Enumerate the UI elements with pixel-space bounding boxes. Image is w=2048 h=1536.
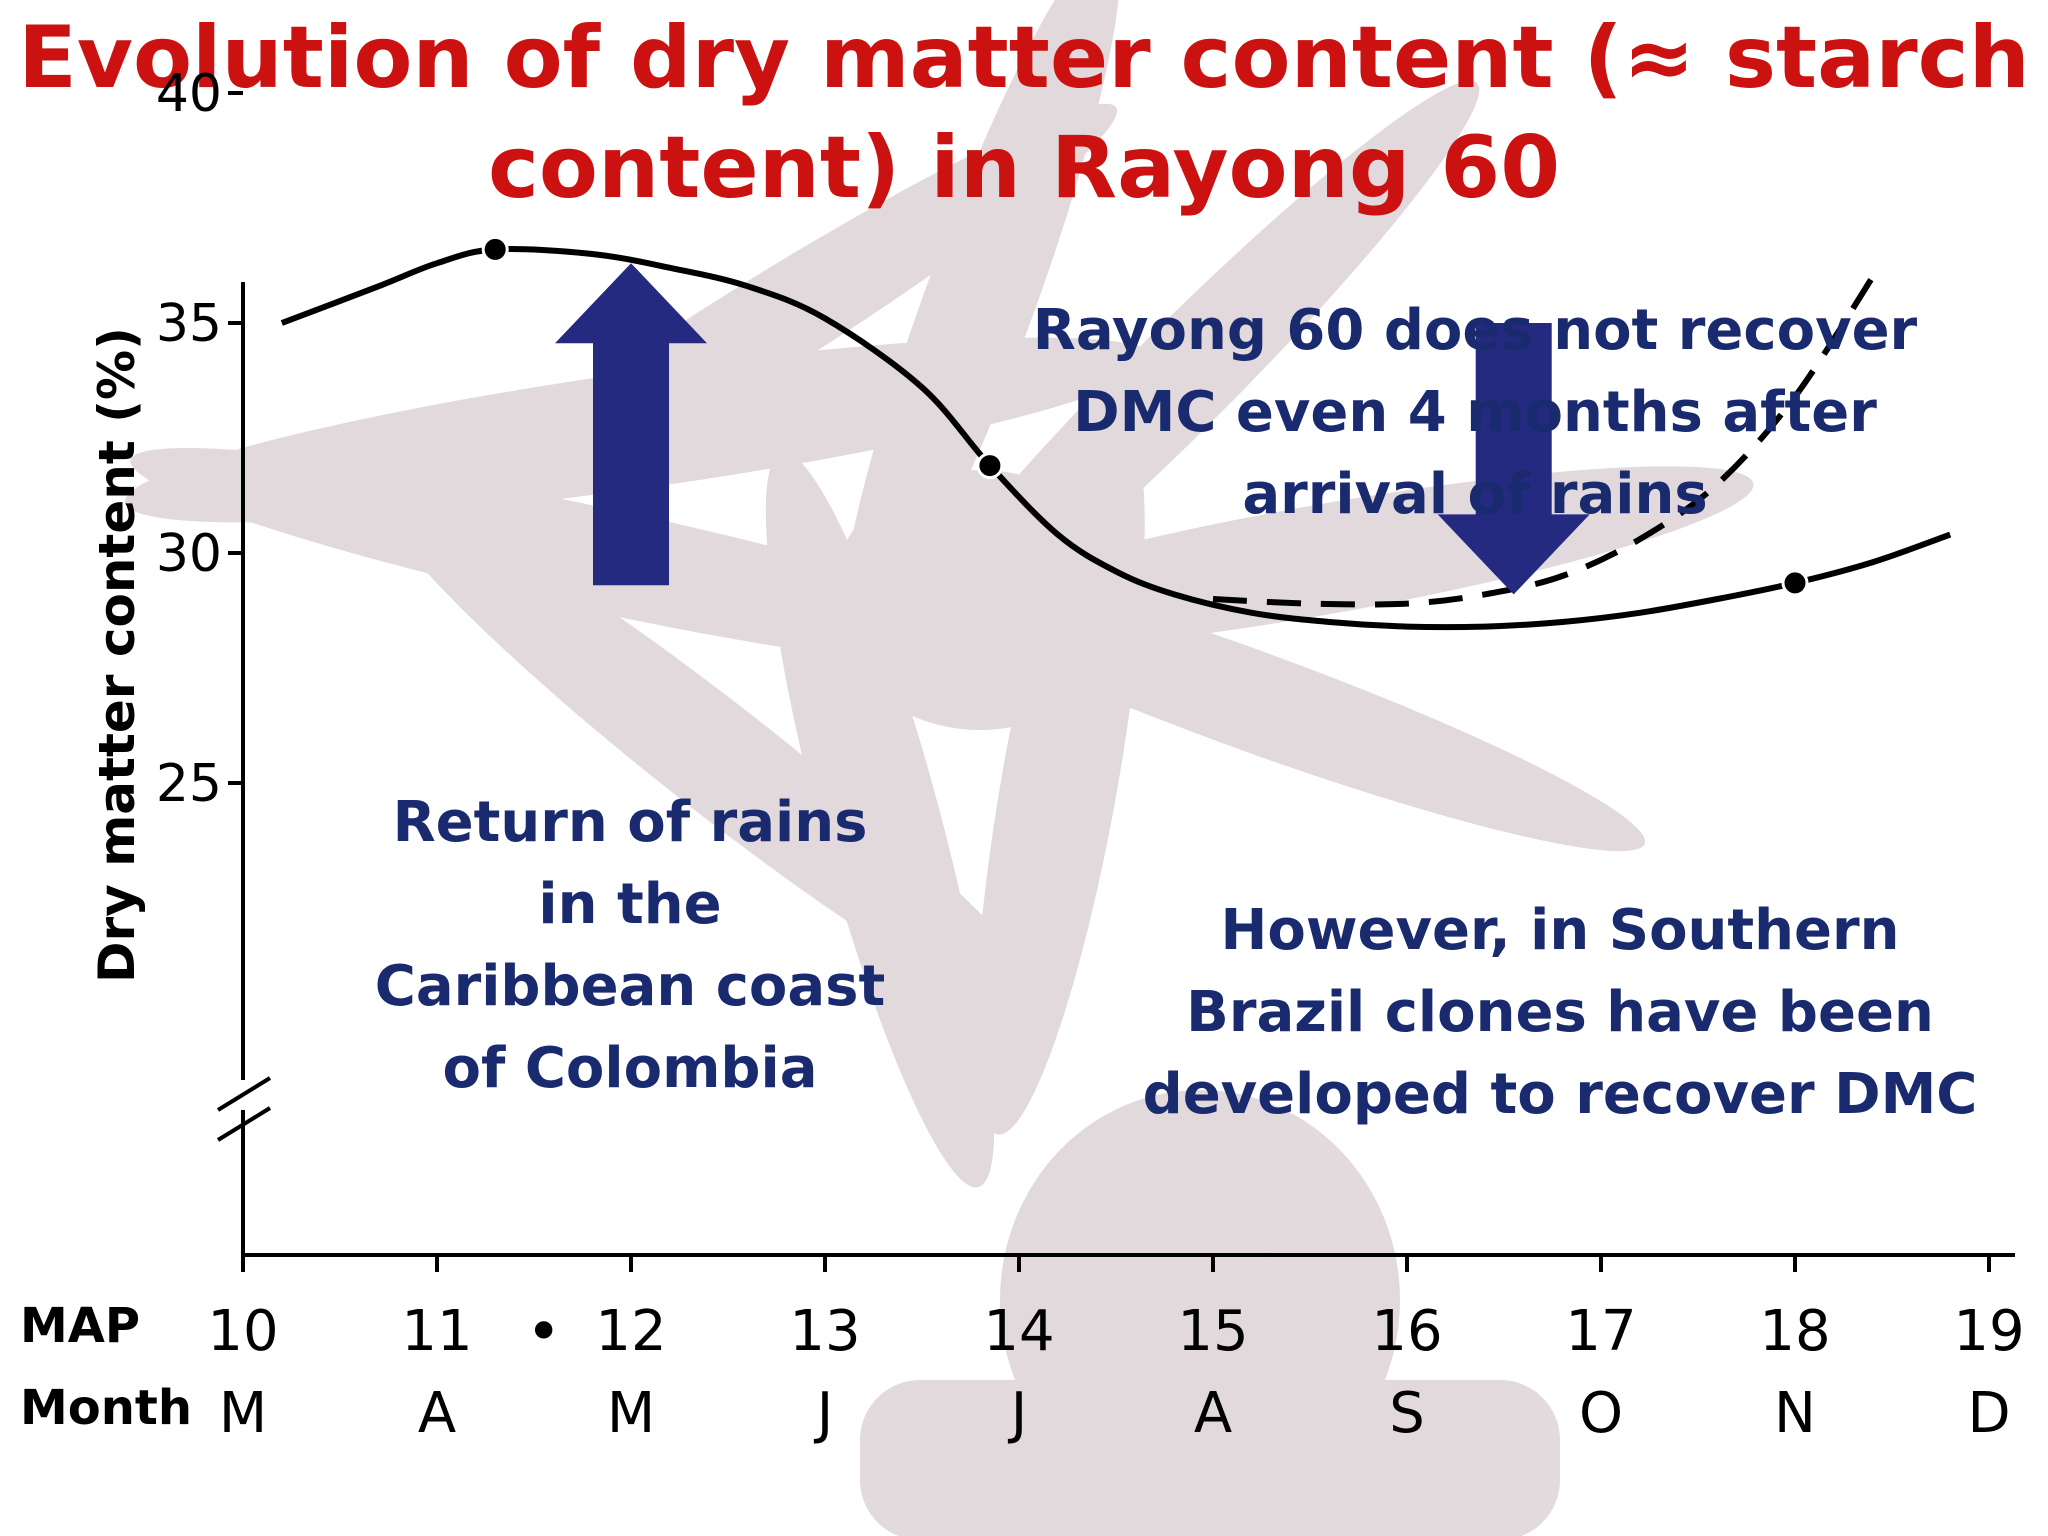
annotation-line: Caribbean coast xyxy=(374,954,886,1019)
series-solid-line xyxy=(280,245,1952,631)
x-tick-label-month: J xyxy=(814,1381,834,1446)
x-tick-label-month: A xyxy=(418,1381,456,1446)
x-tick-label-month: O xyxy=(1579,1381,1623,1446)
axis-break-mark-2 xyxy=(216,1106,272,1142)
annotation-return-of-rains: Return of rains in the Caribbean coast o… xyxy=(330,782,930,1110)
annotation-line: Rayong 60 does not recover xyxy=(1032,298,1918,363)
x-tick-label-map: 14 xyxy=(983,1299,1054,1364)
annotation-line: developed to recover DMC xyxy=(1142,1062,1978,1127)
annotation-line: arrival of rains xyxy=(1242,462,1708,527)
axis-break-mark-1 xyxy=(216,1076,272,1112)
x-tick-label-map: 11 xyxy=(401,1299,472,1364)
annotation-line: of Colombia xyxy=(442,1036,818,1101)
x-tick-label-map: 10 xyxy=(207,1299,278,1364)
x-tick-label-map: 16 xyxy=(1371,1299,1442,1364)
arrow-down xyxy=(1437,323,1590,595)
annotation-rayong-no-recovery: Rayong 60 does not recover DMC even 4 mo… xyxy=(960,290,1990,536)
x-tick-label-map: 15 xyxy=(1177,1299,1248,1364)
series-marker xyxy=(481,235,509,263)
x-tick-label-month: J xyxy=(1008,1381,1028,1446)
chart-title-line-2: content) in Rayong 60 xyxy=(487,118,1561,218)
y-axis-title: Dry matter content (%) xyxy=(88,327,146,983)
chart-title-line-1: Evolution of dry matter content (≈ starc… xyxy=(18,8,2030,108)
x-tick-label-month: N xyxy=(1774,1381,1816,1446)
y-tick-label: 35 xyxy=(156,294,222,354)
month-row-label: Month xyxy=(20,1380,193,1436)
x-axis-dot-marker: • xyxy=(526,1297,561,1367)
annotation-line: DMC even 4 months after xyxy=(1073,380,1877,445)
x-tick-label-month: M xyxy=(607,1381,655,1446)
x-tick-label-month: A xyxy=(1194,1381,1232,1446)
arrow-up xyxy=(555,263,707,586)
x-tick-label-map: 18 xyxy=(1759,1299,1830,1364)
annotation-line: Return of rains xyxy=(392,790,868,855)
x-tick-label-map: 13 xyxy=(789,1299,860,1364)
series-marker xyxy=(1781,569,1809,597)
x-tick-label-month: M xyxy=(219,1381,267,1446)
series-dashed-line xyxy=(1212,275,1876,608)
x-tick-label-map: 17 xyxy=(1565,1299,1636,1364)
map-row-label: MAP xyxy=(20,1298,141,1354)
annotation-southern-brazil: However, in Southern Brazil clones have … xyxy=(1100,890,2020,1136)
x-tick-label-map: 12 xyxy=(595,1299,666,1364)
y-tick-label: 30 xyxy=(156,524,222,584)
series-marker xyxy=(976,452,1004,480)
x-tick-label-map: 19 xyxy=(1953,1299,2024,1364)
annotation-line: However, in Southern xyxy=(1220,898,1900,963)
x-tick-label-month: S xyxy=(1389,1381,1425,1446)
y-tick-label: 40 xyxy=(156,64,222,124)
annotation-line: Brazil clones have been xyxy=(1186,980,1934,1045)
y-tick-label: 25 xyxy=(156,754,222,814)
x-tick-label-month: D xyxy=(1967,1381,2010,1446)
annotation-line: in the xyxy=(538,872,722,937)
